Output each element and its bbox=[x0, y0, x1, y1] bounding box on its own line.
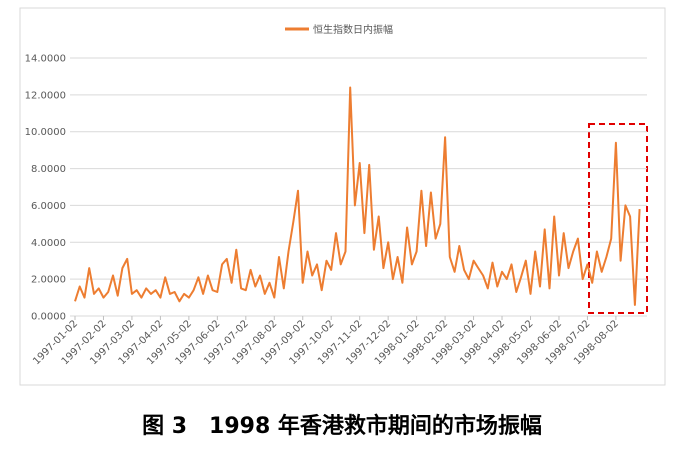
y-tick-label: 4.0000 bbox=[31, 238, 66, 249]
chart-frame bbox=[19, 7, 666, 386]
line-series bbox=[74, 86, 641, 306]
y-tick-label: 8.0000 bbox=[31, 164, 66, 175]
y-tick-label: 14.0000 bbox=[25, 54, 66, 65]
legend-label: 恒生指数日内振幅 bbox=[313, 23, 393, 36]
y-tick-label: 12.0000 bbox=[25, 90, 66, 101]
y-tick-label: 6.0000 bbox=[31, 201, 66, 212]
highlight-box bbox=[588, 123, 648, 314]
y-tick-label: 2.0000 bbox=[31, 275, 66, 286]
caption: 图 3 1998 年香港救市期间的市场振幅 bbox=[142, 413, 542, 439]
y-tick-label: 10.0000 bbox=[25, 127, 66, 138]
y-tick-label: 0.0000 bbox=[31, 312, 66, 323]
